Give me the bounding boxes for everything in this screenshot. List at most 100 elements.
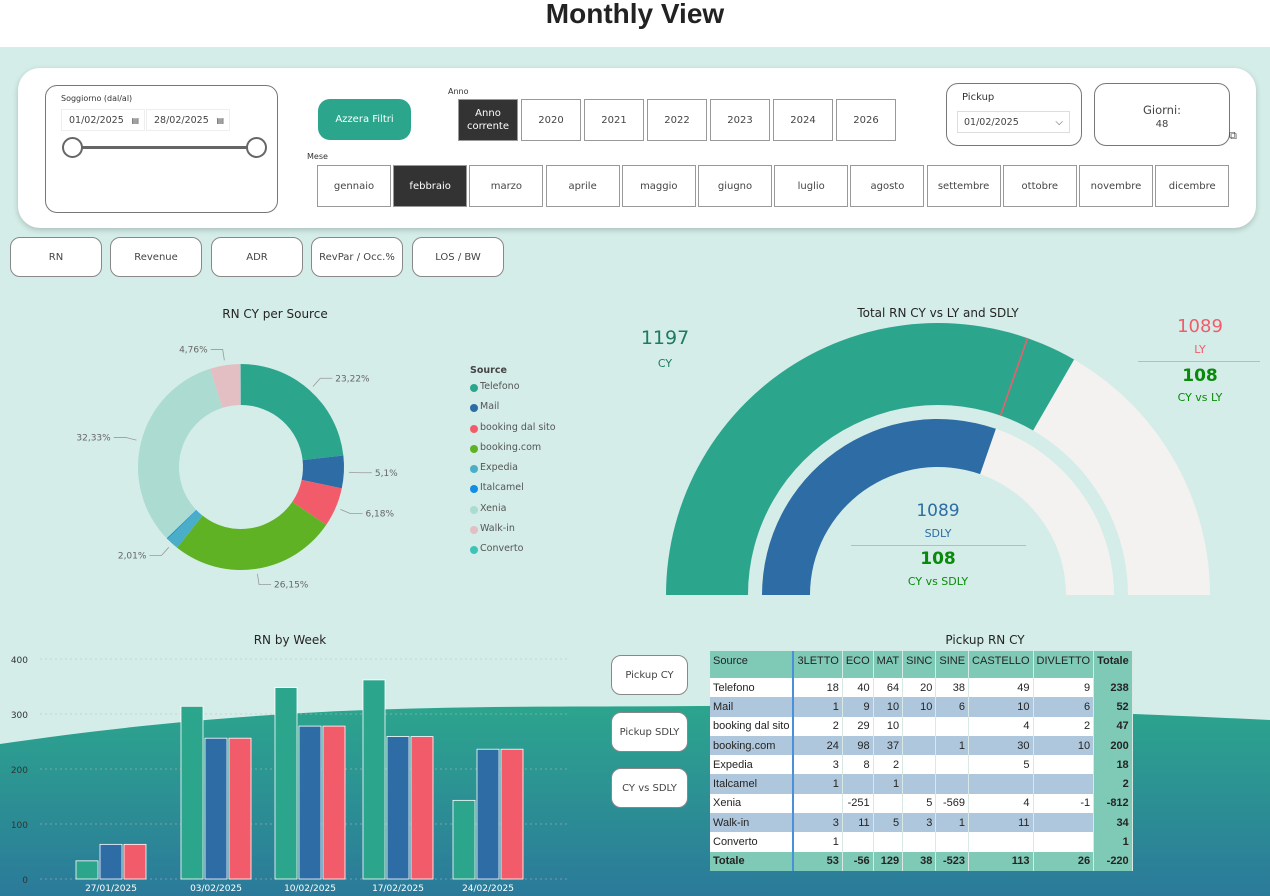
table-cell: 3 bbox=[793, 813, 843, 833]
bar bbox=[476, 748, 500, 880]
total-cell: 113 bbox=[968, 851, 1034, 871]
year-button[interactable]: 2022 bbox=[647, 99, 707, 141]
date-range-slider-track[interactable] bbox=[72, 146, 257, 149]
metric-button[interactable]: RN bbox=[10, 237, 102, 277]
month-button[interactable]: aprile bbox=[545, 165, 620, 207]
table-cell: 10 bbox=[873, 697, 904, 717]
table-row: Xenia -251 5 -569 4 -1 -812 bbox=[710, 793, 1133, 814]
donut-chart: 23,22% 5,1% 6,18% 26,15% 2,01% 32,33% 4,76% bbox=[76, 345, 398, 590]
month-button[interactable]: gennaio bbox=[317, 165, 391, 207]
month-button[interactable]: agosto bbox=[850, 165, 925, 207]
legend-item[interactable]: Telefono bbox=[470, 381, 556, 401]
month-button[interactable]: settembre bbox=[926, 165, 1001, 207]
month-button[interactable]: marzo bbox=[469, 165, 544, 207]
legend-dot-icon bbox=[470, 444, 478, 453]
table-cell bbox=[968, 832, 1034, 852]
table-cell: 20 bbox=[902, 678, 937, 698]
table-row: Telefono 18 40 64 20 38 49 9 238 bbox=[710, 678, 1133, 698]
year-button[interactable]: Anno corrente bbox=[458, 99, 518, 141]
expand-icon[interactable]: ⧉ bbox=[1229, 129, 1237, 142]
pickup-view-button[interactable]: Pickup CY bbox=[611, 655, 688, 695]
month-button[interactable]: maggio bbox=[621, 165, 696, 207]
cy-vs-sdly-value: 108 bbox=[920, 549, 956, 569]
month-button[interactable]: giugno bbox=[698, 165, 772, 207]
donut-slice bbox=[301, 455, 345, 489]
bar bbox=[99, 843, 123, 880]
metric-button[interactable]: RevPar / Occ.% bbox=[311, 237, 403, 277]
ly-label: LY bbox=[1194, 343, 1206, 356]
year-button[interactable]: 2021 bbox=[584, 99, 644, 141]
table-row: Italcamel 1 1 2 bbox=[710, 774, 1133, 794]
month-button[interactable]: febbraio bbox=[393, 165, 468, 207]
legend-item[interactable]: Xenia bbox=[470, 503, 556, 523]
legend-item[interactable]: Converto bbox=[470, 543, 556, 563]
label-leader bbox=[210, 349, 225, 361]
slice-label: 4,76% bbox=[179, 345, 208, 355]
column-header: Totale bbox=[1093, 651, 1133, 678]
calendar-icon[interactable]: ▤ bbox=[216, 116, 224, 125]
bar-chart: 0 100 200 300 400 27/01/2025 03/02/2025 10/02/2… bbox=[11, 656, 570, 894]
legend-item[interactable]: Italcamel bbox=[470, 482, 556, 502]
cy-value: 1197 bbox=[640, 327, 690, 349]
slider-handle-start[interactable] bbox=[62, 137, 83, 158]
year-button[interactable]: 2020 bbox=[521, 99, 581, 141]
year-button[interactable]: 2024 bbox=[773, 99, 833, 141]
bar-chart-title: RN by Week bbox=[253, 633, 327, 647]
slider-handle-end[interactable] bbox=[246, 137, 267, 158]
table-header-row: Source 3LETTO ECO MAT SINC SINE CASTELLO DIVLET… bbox=[710, 651, 1133, 678]
date-to-input[interactable]: 28/02/2025 ▤ bbox=[146, 109, 230, 131]
table-cell: 5 bbox=[873, 813, 904, 833]
column-header: SINE bbox=[935, 651, 970, 678]
table-cell: 10 bbox=[902, 697, 937, 717]
legend-dot-icon bbox=[470, 404, 478, 413]
metric-button[interactable]: LOS / BW bbox=[412, 237, 504, 277]
reset-filters-button[interactable]: Azzera Filtri bbox=[318, 99, 411, 140]
pickup-filter: Pickup 01/02/2025 ⌵ bbox=[946, 83, 1082, 146]
pickup-date-dropdown[interactable]: 01/02/2025 ⌵ bbox=[957, 111, 1070, 133]
ly-divider bbox=[1138, 361, 1260, 362]
table-cell: 18 bbox=[1093, 755, 1133, 775]
column-header: ECO bbox=[842, 651, 874, 678]
month-button[interactable]: dicembre bbox=[1155, 165, 1230, 207]
table-cell bbox=[793, 793, 843, 814]
pickup-view-button[interactable]: Pickup SDLY bbox=[611, 712, 688, 752]
month-button[interactable]: ottobre bbox=[1002, 165, 1077, 207]
date-from-input[interactable]: 01/02/2025 ▤ bbox=[61, 109, 145, 131]
month-button[interactable]: novembre bbox=[1079, 165, 1153, 207]
calendar-icon[interactable]: ▤ bbox=[131, 116, 139, 125]
table-cell: Italcamel bbox=[710, 774, 795, 794]
legend-dot-icon bbox=[470, 465, 478, 474]
table-cell: 10 bbox=[873, 716, 904, 736]
bar bbox=[180, 705, 204, 880]
bar bbox=[362, 679, 386, 880]
metric-button[interactable]: Revenue bbox=[110, 237, 202, 277]
table-cell: Expedia bbox=[710, 755, 795, 775]
legend-label: Italcamel bbox=[480, 482, 524, 494]
total-cell: 129 bbox=[873, 851, 904, 871]
legend-label: Expedia bbox=[480, 462, 518, 474]
total-cell: -220 bbox=[1093, 851, 1133, 871]
column-header: SINC bbox=[902, 651, 937, 678]
metric-button[interactable]: ADR bbox=[211, 237, 303, 277]
legend-label: booking.com bbox=[480, 441, 542, 453]
y-tick-label: 200 bbox=[11, 766, 28, 776]
bar bbox=[322, 725, 346, 880]
table-totals-row: Totale 53 -56 129 38 -523 113 26 -220 bbox=[710, 851, 1133, 871]
legend-item[interactable]: Walk-in bbox=[470, 523, 556, 543]
column-header: MAT bbox=[873, 651, 904, 678]
legend-item[interactable]: booking dal sito bbox=[470, 422, 556, 442]
table-cell bbox=[902, 832, 937, 852]
table-cell bbox=[968, 774, 1034, 794]
table-cell: Xenia bbox=[710, 793, 795, 814]
year-button[interactable]: 2023 bbox=[710, 99, 770, 141]
legend-item[interactable]: Expedia bbox=[470, 462, 556, 482]
table-cell: booking.com bbox=[710, 735, 795, 756]
pickup-view-button[interactable]: CY vs SDLY bbox=[611, 768, 688, 808]
column-header[interactable]: Source bbox=[710, 651, 795, 678]
legend-item[interactable]: booking.com bbox=[470, 442, 556, 462]
month-button[interactable]: luglio bbox=[774, 165, 849, 207]
y-tick-label: 100 bbox=[11, 821, 28, 831]
year-button[interactable]: 2026 bbox=[836, 99, 896, 141]
legend-item[interactable]: Mail bbox=[470, 401, 556, 421]
gauge-sdly-arc bbox=[761, 418, 996, 595]
